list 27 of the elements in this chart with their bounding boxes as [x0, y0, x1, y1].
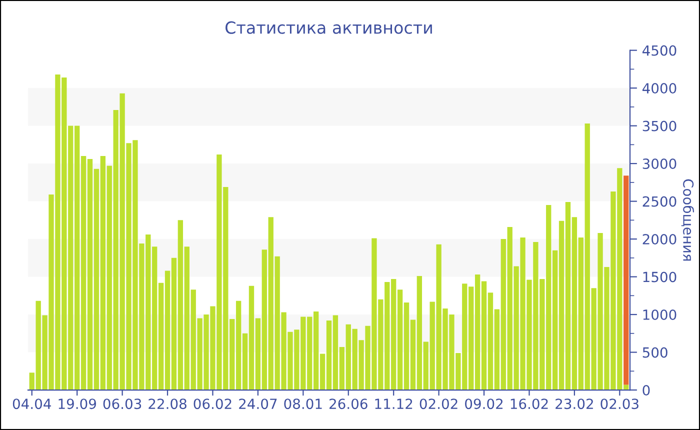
x-tick-label: 06.02 — [194, 398, 232, 410]
x-tick-label: 24.07 — [239, 398, 277, 410]
y-tick-label: 4000 — [642, 83, 676, 94]
y-tick-label: 2500 — [642, 196, 676, 207]
x-tick-label: 11.12 — [375, 398, 412, 409]
x-tick-label: 26.06 — [330, 398, 368, 410]
x-tick-label: 22.08 — [148, 398, 186, 410]
x-tick-label: 02.02 — [420, 398, 458, 410]
y-tick-label: 3000 — [642, 158, 676, 170]
y-tick-label: 2000 — [642, 234, 676, 245]
y-tick-label: 0 — [642, 384, 650, 396]
y-tick-label: 1000 — [643, 309, 676, 320]
y-tick-label: 4500 — [642, 45, 676, 56]
y-tick-label: 3500 — [642, 120, 676, 132]
x-tick-label: 06.03 — [103, 398, 142, 410]
x-tick-label: 04.04 — [12, 398, 51, 410]
x-tick-label: 09.02 — [465, 398, 503, 410]
x-tick-label: 16.02 — [510, 398, 548, 410]
x-tick-label: 02.03 — [600, 398, 638, 410]
x-tick-label: 23.02 — [556, 398, 593, 410]
chart-title: Статистика активности — [226, 21, 432, 34]
y-tick-label: 1500 — [643, 272, 676, 282]
y-axis-title: Сообщения — [681, 179, 694, 261]
y-tick-label: 500 — [642, 347, 668, 358]
x-tick-label: 08.01 — [284, 398, 322, 410]
bar — [624, 176, 629, 385]
x-tick-label: 19.09 — [58, 398, 96, 410]
